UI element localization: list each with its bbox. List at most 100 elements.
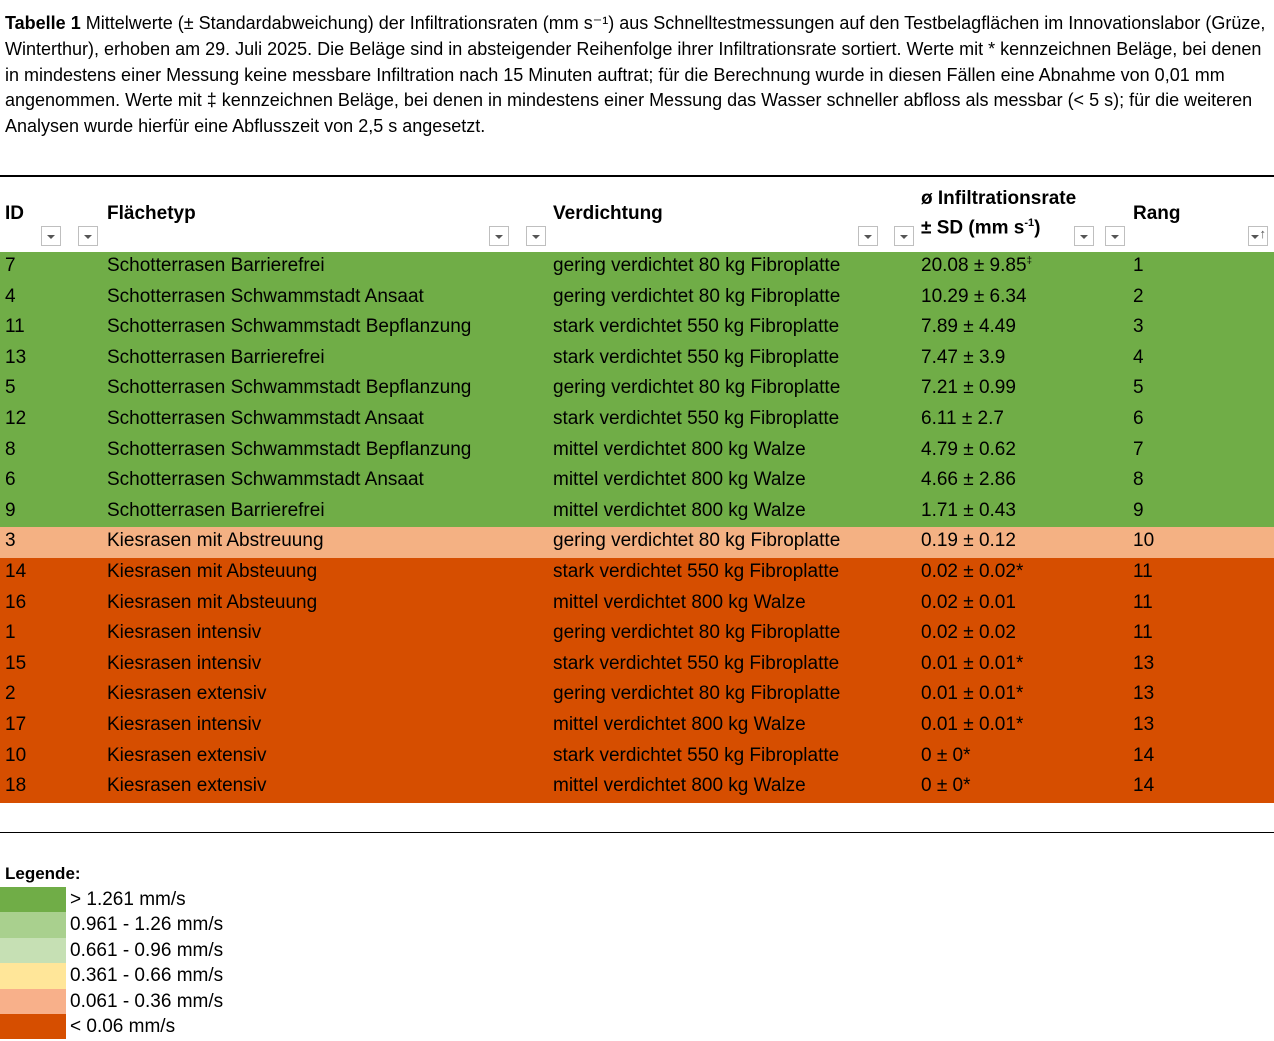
legend-swatch [0, 963, 66, 989]
cell-rate-value: 0.02 ± 0.01 [921, 591, 1016, 613]
legend-title: Legende: [5, 864, 81, 883]
header-compaction: Verdichtung [553, 203, 663, 224]
cell-rank: 14 [1133, 744, 1155, 766]
cell-type: Schotterrasen Schwammstadt Bepflanzung [107, 438, 472, 460]
cell-rate: 0.01 ± 0.01* [921, 653, 1023, 675]
cell-id: 12 [5, 408, 27, 429]
cell-rate: 7.89 ± 4.49 [921, 316, 1016, 338]
cell-id: 6 [5, 469, 16, 491]
table-row: 10 Kiesrasen extensiv stark verdichtet 550… [0, 741, 1274, 773]
table-row: 14 Kiesrasen mit Absteuung stark verdichte… [0, 558, 1274, 589]
cell-rate: 1.71 ± 0.43 [921, 500, 1016, 522]
cell-type: Kiesrasen extensiv [107, 744, 267, 766]
cell-rate-value: 4.79 ± 0.62 [921, 438, 1016, 460]
cell-type: Kiesrasen mit Absteuung [107, 591, 318, 613]
cell-compaction: gering verdichtet 80 kg Fibroplatte [553, 255, 841, 276]
filter-type-dropdown-icon[interactable] [78, 226, 98, 246]
cell-type: Schotterrasen Barrierefrei [107, 255, 325, 276]
cell-rank: 13 [1133, 714, 1155, 735]
cell-rate-value: 6.11 ± 2.7 [921, 408, 1004, 429]
cell-rate: 0.01 ± 0.01* [921, 683, 1023, 705]
cell-compaction: gering verdichtet 80 kg Fibroplatte [553, 622, 841, 644]
cell-type: Kiesrasen intensiv [107, 622, 262, 644]
cell-id: 4 [5, 285, 16, 307]
cell-rate-footnote-mark: ‡ [1026, 255, 1033, 267]
header-rate-line1: ø Infiltrationsrate [921, 188, 1077, 209]
cell-rate-value: 0.02 ± 0.02 [921, 622, 1016, 644]
legend-item: 0.061 - 0.36 mm/s [0, 988, 400, 1014]
legend-swatch [0, 937, 66, 964]
cell-rank: 1 [1133, 255, 1144, 276]
cell-compaction: mittel verdichtet 800 kg Walze [553, 438, 806, 460]
cell-rate: 0.01 ± 0.01* [921, 714, 1023, 736]
cell-rate-value: 7.89 ± 4.49 [921, 316, 1016, 338]
cell-rate: 4.79 ± 0.62 [921, 439, 1016, 461]
cell-rank: 4 [1133, 346, 1144, 368]
cell-type: Kiesrasen intensiv [107, 652, 262, 674]
cell-rate-value: 1.71 ± 0.43 [921, 499, 1016, 521]
cell-compaction: stark verdichtet 550 kg Fibroplatte [553, 408, 840, 429]
legend-item: > 1.261 mm/s [0, 887, 400, 913]
header-id: ID [5, 203, 24, 224]
header-rate-unit-pre: ± SD (mm s [921, 217, 1025, 239]
cell-rate: 7.21 ± 0.99 [921, 377, 1016, 399]
filter-compaction-end-dropdown-icon[interactable] [858, 226, 878, 246]
cell-id: 8 [5, 438, 16, 460]
table-row: 15 Kiesrasen intensiv stark verdichtet 550… [0, 649, 1274, 681]
cell-rank: 6 [1133, 408, 1144, 429]
cell-id: 18 [5, 775, 27, 797]
cell-type: Schotterrasen Schwammstadt Bepflanzung [107, 316, 472, 338]
legend-label: 0.361 - 0.66 mm/s [70, 965, 224, 987]
legend-item: < 0.06 mm/s [0, 1014, 400, 1040]
cell-rank: 13 [1133, 652, 1155, 674]
cell-rate-value: 0.19 ± 0.12 [921, 530, 1016, 552]
header-rate-unit-sup: -1 [1024, 217, 1035, 229]
cell-rate-value: 7.21 ± 0.99 [921, 377, 1016, 399]
cell-rate-value: 0.01 ± 0.01* [921, 683, 1024, 705]
legend-swatch [0, 887, 66, 913]
header-rate-unit-post: ) [1034, 217, 1041, 239]
cell-rank: 11 [1133, 622, 1153, 644]
cell-rate-value: 0.01 ± 0.01* [921, 652, 1024, 674]
cell-rank: 14 [1133, 775, 1155, 797]
legend-label: 0.961 - 1.26 mm/s [70, 914, 224, 936]
cell-compaction: gering verdichtet 80 kg Fibroplatte [553, 530, 841, 552]
cell-rank: 5 [1133, 377, 1144, 399]
table-row: 17 Kiesrasen intensiv mittel verdichtet 80… [0, 711, 1274, 742]
filter-compaction-dropdown-icon[interactable] [526, 226, 546, 246]
filter-rate-dropdown-icon[interactable] [894, 226, 914, 246]
cell-rate-value: 0 ± 0* [921, 775, 971, 797]
table-row: 1 Kiesrasen intensiv gering verdichtet 80 … [0, 619, 1274, 650]
cell-rank: 11 [1133, 561, 1153, 582]
table-row: 18 Kiesrasen extensiv mittel verdichtet 80… [0, 772, 1274, 803]
cell-rate: 0 ± 0* [921, 775, 971, 797]
table-row: 11 Schotterrasen Schwammstadt Bepflanzung… [0, 313, 1274, 344]
cell-compaction: stark verdichtet 550 kg Fibroplatte [553, 652, 840, 674]
sort-rank-ascending-icon[interactable] [1248, 226, 1268, 246]
table-row: 4 Schotterrasen Schwammstadt Ansaat gering… [0, 282, 1274, 314]
cell-rate: 6.11 ± 2.7 [921, 408, 1004, 430]
cell-compaction: gering verdichtet 80 kg Fibroplatte [553, 377, 841, 399]
cell-rank: 7 [1133, 438, 1144, 460]
cell-compaction: mittel verdichtet 800 kg Walze [553, 714, 806, 735]
cell-rank: 2 [1133, 285, 1144, 307]
caption-text: Mittelwerte (± Standardabweichung) der I… [5, 13, 1266, 137]
table-bottom-rule [0, 832, 1274, 833]
cell-id: 13 [5, 346, 27, 368]
cell-id: 3 [5, 530, 16, 552]
table-row: 7 Schotterrasen Barrierefrei gering verdic… [0, 252, 1274, 283]
filter-type-end-dropdown-icon[interactable] [489, 226, 509, 246]
cell-type: Kiesrasen extensiv [107, 775, 267, 797]
header-rank: Rang [1133, 203, 1181, 224]
filter-rate-end-dropdown-icon[interactable] [1074, 226, 1094, 246]
header-type: Flächetyp [107, 203, 196, 224]
table-row: 9 Schotterrasen Barrierefrei mittel verdic… [0, 496, 1274, 528]
cell-rate-value: 20.08 ± 9.85 [921, 255, 1027, 276]
legend-swatch [0, 1014, 66, 1040]
legend-label: 0.661 - 0.96 mm/s [70, 939, 224, 961]
table-row: 6 Schotterrasen Schwammstadt Ansaat mittel… [0, 466, 1274, 497]
cell-rank: 10 [1133, 530, 1155, 552]
filter-rank-dropdown-icon[interactable] [1105, 226, 1125, 246]
cell-compaction: stark verdichtet 550 kg Fibroplatte [553, 316, 840, 338]
filter-id-dropdown-icon[interactable] [41, 226, 61, 246]
